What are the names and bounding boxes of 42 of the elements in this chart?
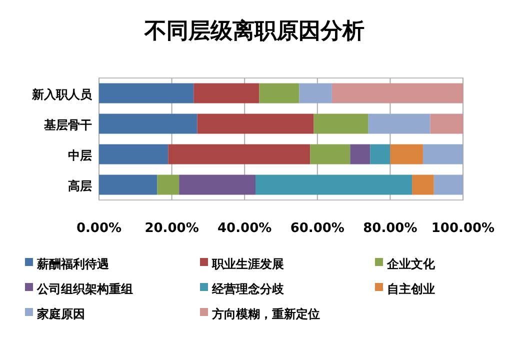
x-tick-label: 80.00% bbox=[363, 221, 418, 236]
y-tick-label: 高层 bbox=[68, 178, 92, 193]
bar bbox=[157, 174, 180, 195]
x-tick-label: 40.00% bbox=[218, 221, 272, 236]
bar bbox=[332, 83, 463, 104]
bar bbox=[370, 144, 390, 164]
bar bbox=[168, 144, 310, 164]
bar bbox=[412, 174, 434, 195]
bar bbox=[422, 144, 463, 164]
bar bbox=[310, 144, 350, 164]
chart-title: 不同层级离职原因分析 bbox=[144, 18, 364, 44]
y-tick-label: 新入职人员 bbox=[31, 87, 93, 102]
bar bbox=[259, 83, 300, 104]
bar bbox=[99, 144, 168, 164]
y-tick-label: 基层骨干 bbox=[43, 118, 92, 132]
legend-label: 经营理念分歧 bbox=[211, 282, 285, 296]
x-tick-label: 100.00% bbox=[431, 221, 495, 236]
y-tick-label: 中层 bbox=[68, 148, 92, 162]
bar bbox=[314, 114, 368, 134]
legend-label: 薪酬福利待遇 bbox=[36, 257, 110, 271]
x-tick-label: 20.00% bbox=[144, 221, 199, 236]
bar bbox=[194, 83, 260, 104]
legend-label: 职业生涯发展 bbox=[211, 257, 284, 271]
bar bbox=[390, 144, 423, 164]
x-tick-label: 60.00% bbox=[290, 221, 344, 236]
bar bbox=[179, 174, 256, 195]
legend-label: 公司组织架构重组 bbox=[36, 282, 133, 296]
bar bbox=[99, 174, 158, 195]
bar bbox=[99, 114, 198, 134]
bar bbox=[299, 83, 332, 104]
bar bbox=[256, 174, 412, 195]
legend-label: 企业文化 bbox=[386, 257, 436, 271]
legend-label: 家庭原因 bbox=[36, 307, 85, 321]
bar bbox=[197, 114, 314, 134]
bar bbox=[430, 114, 463, 134]
x-tick-label: 0.00% bbox=[76, 221, 122, 236]
legend-label: 自主创业 bbox=[387, 282, 435, 296]
bar bbox=[368, 114, 430, 134]
bar bbox=[350, 144, 370, 164]
bar bbox=[434, 174, 463, 195]
bar bbox=[99, 83, 194, 104]
legend-label: 方向模糊，重新定位 bbox=[211, 307, 320, 321]
